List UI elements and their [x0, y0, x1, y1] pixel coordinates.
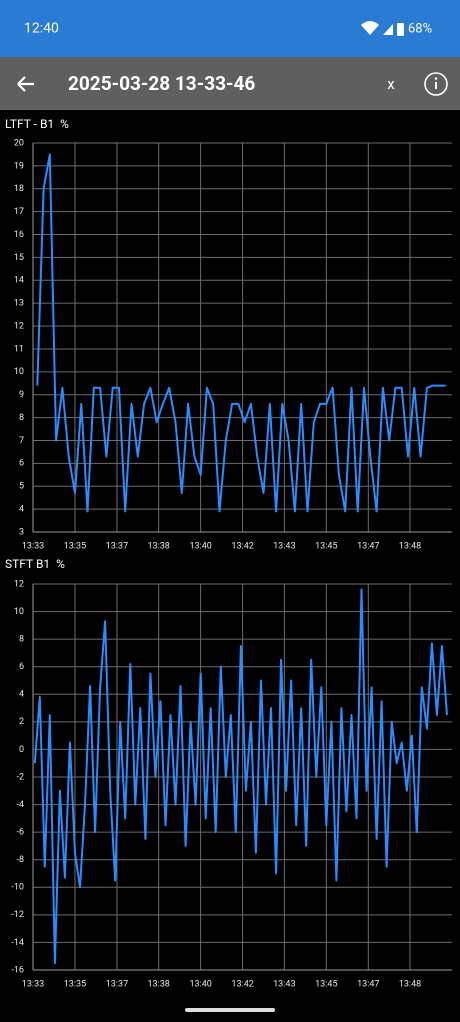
y-tick-label: -6 [16, 828, 24, 838]
x-tick-label: 13:38 [147, 979, 169, 989]
x-tick-label: 13:40 [189, 541, 211, 551]
status-battery: 68% [408, 21, 432, 36]
y-tick-label: 16 [14, 230, 24, 240]
x-tick-label: 13:42 [231, 541, 253, 551]
y-tick-label: 5 [19, 482, 24, 492]
y-tick-label: 4 [19, 690, 24, 700]
y-tick-label: 10 [14, 607, 24, 617]
y-tick-label: 6 [19, 459, 24, 469]
x-tick-label: 13:43 [273, 979, 295, 989]
y-tick-label: 9 [19, 390, 24, 400]
x-tick-label: 13:43 [273, 541, 295, 551]
wifi-icon [361, 21, 379, 35]
y-tick-label: 17 [14, 207, 24, 217]
chart-title: STFT B1 % [5, 557, 65, 571]
y-tick-label: -14 [11, 938, 24, 948]
close-button[interactable]: x [387, 75, 395, 93]
x-tick-label: 13:42 [231, 979, 253, 989]
y-tick-label: 0 [19, 745, 24, 755]
y-tick-label: -4 [16, 800, 24, 810]
y-tick-label: 7 [19, 436, 24, 446]
x-tick-label: 13:37 [106, 541, 128, 551]
back-button[interactable] [17, 76, 34, 92]
y-tick-label: 13 [14, 299, 24, 309]
y-tick-label: 14 [14, 276, 24, 286]
chart-title: LTFT - B1 % [5, 117, 69, 131]
y-tick-label: -16 [11, 965, 24, 975]
y-tick-label: -12 [11, 910, 24, 920]
x-tick-label: 13:40 [189, 979, 211, 989]
x-tick-label: 13:47 [357, 541, 379, 551]
x-tick-label: 13:35 [64, 541, 86, 551]
x-tick-label: 13:47 [357, 979, 379, 989]
status-time: 12:40 [24, 21, 59, 37]
y-tick-label: 8 [19, 635, 24, 645]
y-tick-label: 2 [19, 717, 24, 727]
y-tick-label: 12 [14, 579, 24, 589]
x-tick-label: 13:33 [22, 979, 44, 989]
info-button[interactable] [424, 72, 448, 96]
battery-icon [397, 23, 404, 36]
x-tick-label: 13:48 [399, 541, 421, 551]
x-tick-label: 13:38 [147, 541, 169, 551]
y-tick-label: 6 [19, 662, 24, 672]
y-tick-label: 10 [14, 367, 24, 377]
x-tick-label: 13:33 [22, 541, 44, 551]
status-bar [0, 0, 460, 57]
x-tick-label: 13:48 [399, 979, 421, 989]
y-tick-label: 20 [14, 138, 24, 148]
x-tick-label: 13:45 [315, 979, 337, 989]
y-tick-label: 18 [14, 184, 24, 194]
x-tick-label: 13:45 [315, 541, 337, 551]
data-line [36, 153, 446, 513]
y-tick-label: 8 [19, 413, 24, 423]
y-tick-label: -10 [11, 883, 24, 893]
nav-handle [185, 1008, 275, 1012]
signal-icon [383, 24, 393, 35]
y-tick-label: 11 [14, 344, 24, 354]
y-tick-label: -8 [16, 855, 24, 865]
y-tick-label: 12 [14, 321, 24, 331]
y-tick-label: 3 [19, 527, 24, 537]
status-icons [361, 21, 404, 36]
y-tick-label: 15 [14, 253, 24, 263]
x-tick-label: 13:37 [106, 979, 128, 989]
y-tick-label: 19 [14, 161, 24, 171]
y-tick-label: 4 [19, 504, 24, 514]
toolbar-title: 2025-03-28 13-33-46 [68, 72, 255, 95]
toolbar [0, 57, 460, 110]
x-tick-label: 13:35 [64, 979, 86, 989]
y-tick-label: -2 [16, 772, 24, 782]
data-line [33, 588, 448, 965]
